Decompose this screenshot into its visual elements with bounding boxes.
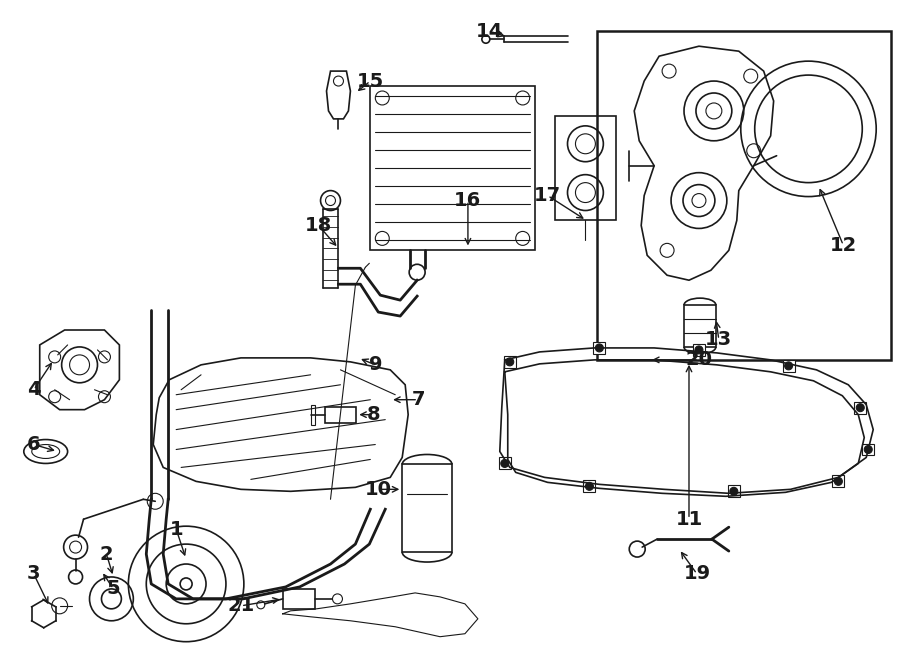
Bar [402, 465, 452, 552]
Text: 17: 17 [534, 186, 562, 205]
Text: 7: 7 [411, 390, 425, 409]
Text: 9: 9 [369, 355, 382, 374]
Bar [593, 342, 606, 354]
Text: 10: 10 [364, 480, 392, 499]
Text: 19: 19 [683, 565, 710, 583]
Text: 11: 11 [675, 510, 703, 529]
Bar [854, 402, 866, 414]
Text: 8: 8 [366, 405, 380, 424]
Text: 15: 15 [356, 71, 384, 91]
Text: 2: 2 [100, 545, 113, 563]
Text: 16: 16 [454, 191, 482, 210]
Text: 6: 6 [27, 435, 40, 454]
Bar [310, 404, 315, 424]
Text: 5: 5 [106, 579, 121, 598]
Bar [728, 485, 740, 497]
Bar [598, 31, 891, 360]
Text: 20: 20 [686, 350, 713, 369]
Text: 1: 1 [169, 520, 183, 539]
Circle shape [785, 362, 793, 370]
Bar [499, 457, 510, 469]
Bar [370, 86, 535, 250]
Text: 13: 13 [706, 330, 733, 350]
Bar [783, 360, 795, 372]
Circle shape [856, 404, 864, 412]
Circle shape [864, 446, 872, 453]
Text: 21: 21 [228, 596, 255, 616]
Bar [832, 475, 844, 487]
Bar [325, 406, 356, 422]
Text: 12: 12 [830, 236, 857, 255]
Circle shape [500, 459, 508, 467]
Bar [684, 305, 716, 347]
Text: 4: 4 [27, 380, 40, 399]
Text: 3: 3 [27, 565, 40, 583]
Bar [583, 481, 596, 493]
Text: 18: 18 [305, 216, 332, 235]
Circle shape [585, 483, 593, 491]
Text: 14: 14 [476, 22, 503, 41]
Bar [862, 444, 874, 455]
Bar [554, 116, 616, 220]
Circle shape [730, 487, 738, 495]
Circle shape [695, 346, 703, 354]
Circle shape [596, 344, 603, 352]
Circle shape [834, 477, 842, 485]
Bar [693, 344, 705, 356]
Bar [283, 589, 315, 609]
Circle shape [506, 358, 514, 366]
Bar [504, 356, 516, 368]
